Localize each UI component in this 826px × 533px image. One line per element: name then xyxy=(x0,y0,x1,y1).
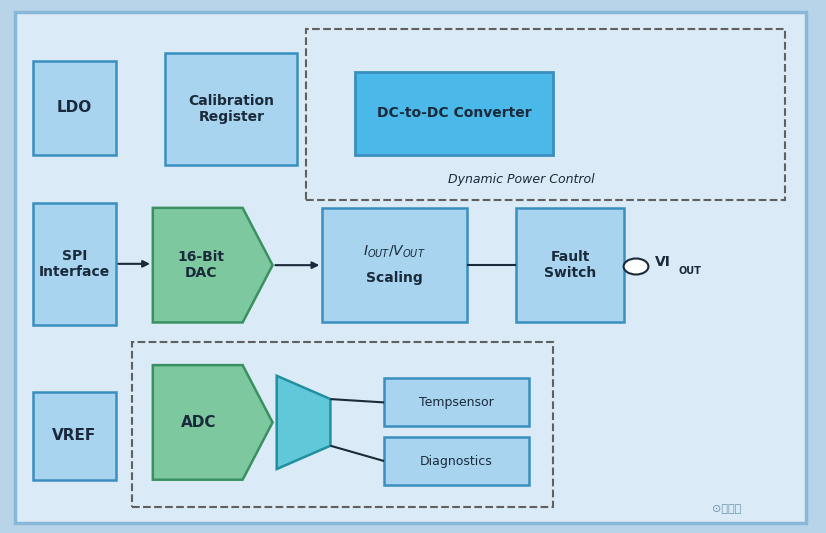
Text: Diagnostics: Diagnostics xyxy=(420,455,493,467)
Text: LDO: LDO xyxy=(57,100,92,116)
Text: OUT: OUT xyxy=(678,266,701,276)
FancyBboxPatch shape xyxy=(165,53,297,165)
Text: ADC: ADC xyxy=(181,415,216,430)
FancyBboxPatch shape xyxy=(33,203,116,325)
FancyBboxPatch shape xyxy=(355,72,553,155)
Text: Tempsensor: Tempsensor xyxy=(419,396,494,409)
Text: Scaling: Scaling xyxy=(366,271,423,286)
Text: ⊙日月辰: ⊙日月辰 xyxy=(712,504,742,514)
FancyBboxPatch shape xyxy=(516,208,624,322)
Text: Fault
Switch: Fault Switch xyxy=(544,250,596,280)
FancyBboxPatch shape xyxy=(384,437,529,485)
Polygon shape xyxy=(277,376,330,469)
FancyBboxPatch shape xyxy=(322,208,467,322)
Polygon shape xyxy=(153,208,273,322)
FancyBboxPatch shape xyxy=(33,61,116,155)
FancyBboxPatch shape xyxy=(384,378,529,426)
Polygon shape xyxy=(153,365,273,480)
Text: SPI
Interface: SPI Interface xyxy=(39,249,110,279)
Text: VREF: VREF xyxy=(52,428,97,443)
Text: $I_{OUT}/V_{OUT}$: $I_{OUT}/V_{OUT}$ xyxy=(363,244,425,260)
Text: Dynamic Power Control: Dynamic Power Control xyxy=(448,173,595,186)
FancyBboxPatch shape xyxy=(33,392,116,480)
Circle shape xyxy=(624,259,648,274)
Text: Calibration
Register: Calibration Register xyxy=(188,94,274,124)
Text: DC-to-DC Converter: DC-to-DC Converter xyxy=(377,106,532,120)
Text: VI: VI xyxy=(655,255,671,269)
Text: 16-Bit
DAC: 16-Bit DAC xyxy=(178,250,224,280)
FancyBboxPatch shape xyxy=(15,12,806,523)
